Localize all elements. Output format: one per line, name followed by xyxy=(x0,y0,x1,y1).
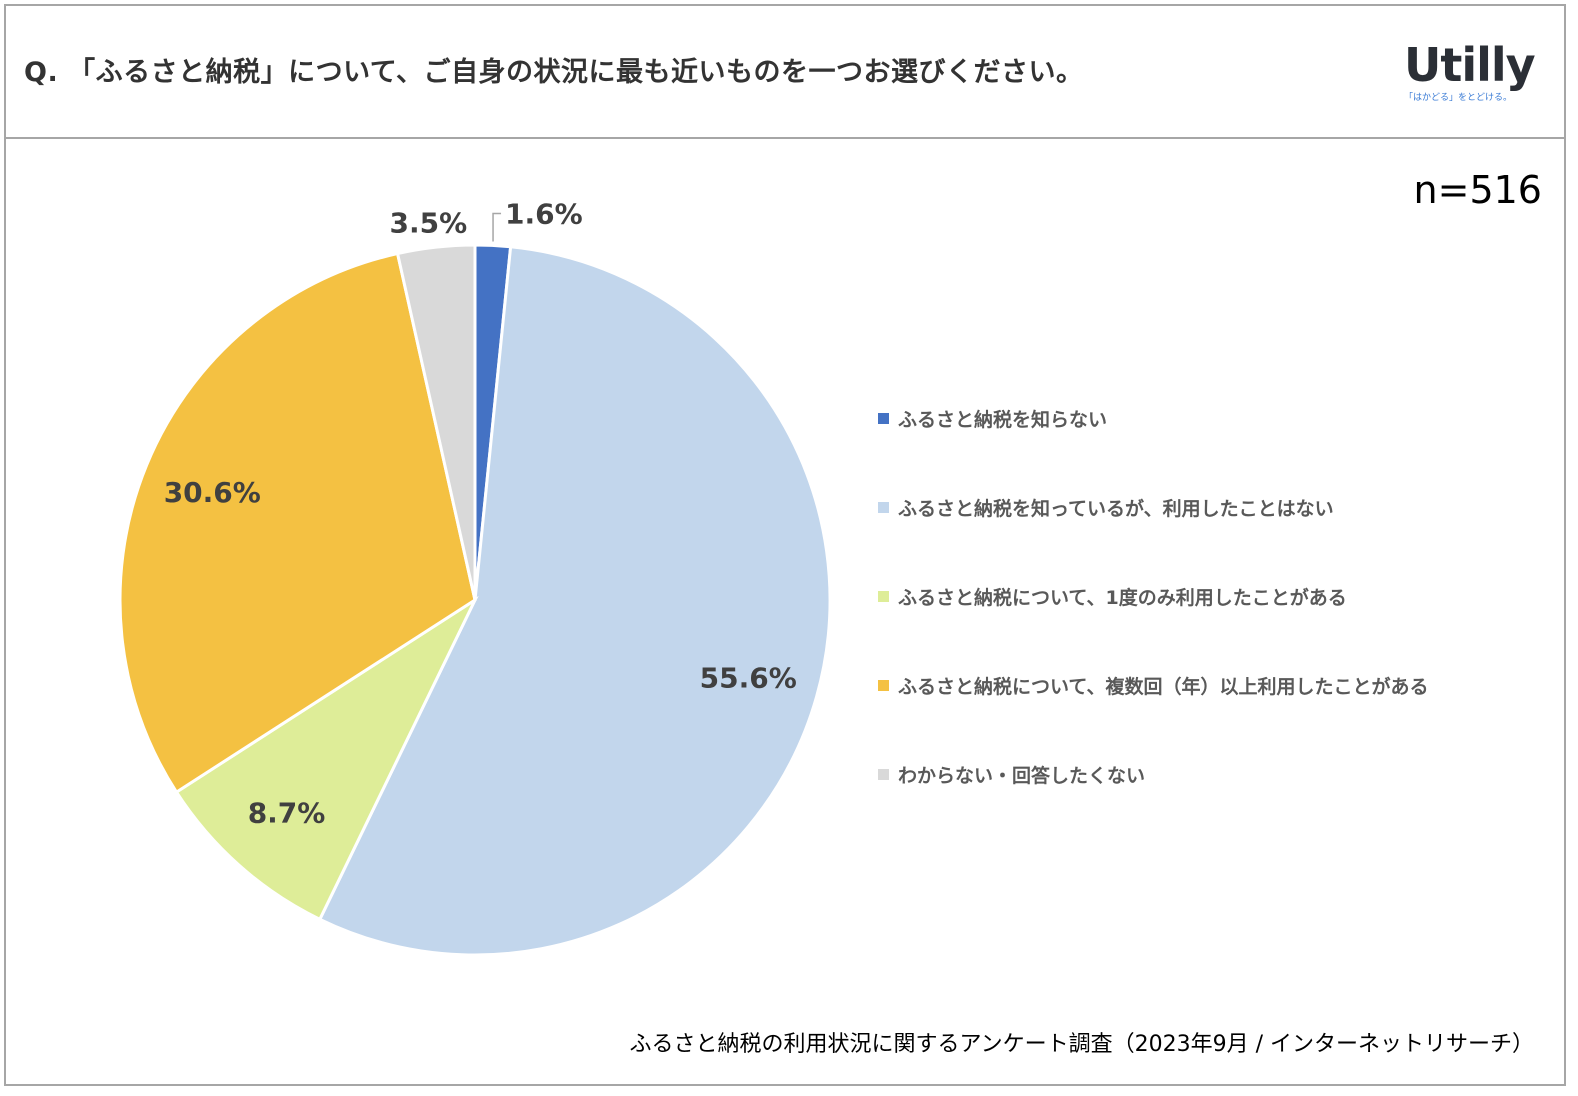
logo-word: Utilly xyxy=(1404,38,1536,92)
source-note: ふるさと納税の利用状況に関するアンケート調査（2023年9月 / インターネット… xyxy=(629,1032,1534,1057)
legend-swatch xyxy=(878,502,889,513)
legend-item-0: ふるさと納税を知らない xyxy=(878,405,1107,432)
legend-item-4: わからない・回答したくない xyxy=(878,761,1145,788)
legend-item-1: ふるさと納税を知っているが、利用したことはない xyxy=(878,494,1334,521)
legend-label: わからない・回答したくない xyxy=(898,765,1146,787)
header: Q. 「ふるさと納税」について、ご自身の状況に最も近いものを一つお選びください。… xyxy=(6,6,1564,139)
pie-slice-1 xyxy=(317,245,832,957)
pie-slice-3 xyxy=(118,251,477,795)
chart-title: Q. 「ふるさと納税」について、ご自身の状況に最も近いものを一つお選びください。 xyxy=(24,57,1084,88)
pie-slice-4 xyxy=(395,243,477,601)
data-label-1: 55.6% xyxy=(700,662,797,695)
legend-swatch xyxy=(878,413,889,424)
legend-label: ふるさと納税を知らない xyxy=(898,409,1108,431)
pie-slice-2 xyxy=(174,595,479,922)
chart-frame: Q. 「ふるさと納税」について、ご自身の状況に最も近いものを一つお選びください。… xyxy=(4,4,1566,1086)
data-label-3: 30.6% xyxy=(164,476,261,509)
data-label-0: 1.6% xyxy=(505,197,583,230)
data-label-2: 8.7% xyxy=(248,796,326,829)
logo-tagline: 「はかどる」をとどける。 xyxy=(1404,93,1513,103)
legend-swatch xyxy=(878,591,889,602)
legend-item-3: ふるさと納税について、複数回（年）以上利用したことがある xyxy=(878,672,1428,699)
legend-swatch xyxy=(878,680,889,691)
sample-size: n=516 xyxy=(1413,168,1542,212)
legend-label: ふるさと納税について、複数回（年）以上利用したことがある xyxy=(898,676,1429,698)
leader-line-0 xyxy=(492,212,502,242)
legend-label: ふるさと納税を知っているが、利用したことはない xyxy=(898,498,1334,520)
data-label-4: 3.5% xyxy=(389,206,467,239)
legend-swatch xyxy=(878,769,889,780)
utilly-logo: Utilly 「はかどる」をとどける。 xyxy=(1404,38,1536,103)
legend-item-2: ふるさと納税について、1度のみ利用したことがある xyxy=(878,583,1347,610)
legend-label: ふるさと納税について、1度のみ利用したことがある xyxy=(898,587,1347,609)
